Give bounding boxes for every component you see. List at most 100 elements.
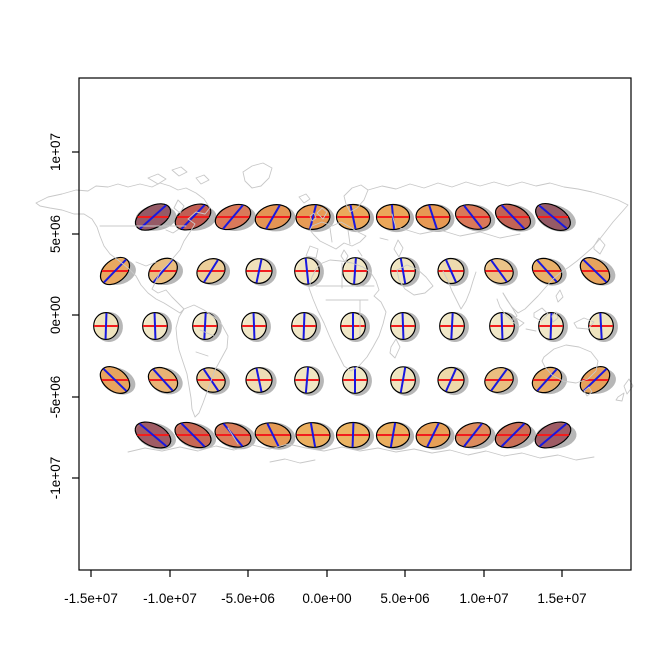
coastline xyxy=(511,317,525,328)
distortion-ellipse xyxy=(340,312,370,342)
coastline xyxy=(533,307,549,322)
distortion-ellipse xyxy=(294,257,324,287)
coastline xyxy=(343,184,369,213)
distortion-ellipse xyxy=(342,257,372,287)
x-tick-label: -1.5e+07 xyxy=(64,591,118,606)
blue-axis-line xyxy=(490,259,508,283)
y-tick-label: -5e+06 xyxy=(48,376,63,418)
coastline xyxy=(496,292,518,321)
blue-axis-line xyxy=(266,422,280,448)
distortion-ellipse xyxy=(134,421,176,450)
blue-axis-line xyxy=(450,312,454,340)
blue-axis-line xyxy=(203,259,219,283)
distortion-ellipse xyxy=(174,421,217,450)
blue-axis-line xyxy=(501,204,525,230)
coastline xyxy=(583,386,593,397)
coastline xyxy=(391,213,397,229)
distortion-ellipse xyxy=(245,258,277,286)
blue-axis-line xyxy=(152,368,174,392)
blue-axis-line xyxy=(463,422,483,448)
blue-axis-line xyxy=(445,368,457,392)
distortion-ellipse xyxy=(254,204,296,232)
distortion-ellipse xyxy=(134,203,177,231)
distortion-ellipse xyxy=(375,203,415,233)
distortion-ellipse xyxy=(531,366,568,395)
coastline xyxy=(242,162,273,189)
blue-axis-line xyxy=(599,312,603,340)
distortion-ellipse xyxy=(142,312,172,342)
coastline xyxy=(147,173,167,185)
blue-axis-line xyxy=(351,422,355,448)
blue-axis-line xyxy=(304,258,310,284)
blue-axis-line xyxy=(302,312,306,340)
blue-axis-line xyxy=(389,422,397,448)
distortion-ellipse xyxy=(390,257,420,287)
coastline xyxy=(593,237,606,255)
distortion-ellipse xyxy=(437,257,469,287)
coastline xyxy=(555,289,564,303)
distortion-ellipse xyxy=(335,421,375,451)
distortion-ellipse xyxy=(214,203,257,231)
coastline xyxy=(389,338,401,359)
coastline xyxy=(573,317,595,330)
blue-axis-line xyxy=(353,258,357,284)
coastline xyxy=(615,392,625,402)
y-tick-label: 0e+00 xyxy=(48,296,63,334)
distortion-ellipse xyxy=(294,366,324,396)
x-tick-label: 1.5e+07 xyxy=(537,591,586,606)
x-tick-label: 5.0e+06 xyxy=(380,591,429,606)
blue-axis-line xyxy=(538,204,568,230)
distortion-ellipse xyxy=(390,366,420,396)
blue-axis-line xyxy=(549,312,553,340)
blue-axis-line xyxy=(401,312,405,340)
x-tick-label: 1.0e+07 xyxy=(459,591,508,606)
blue-axis-line xyxy=(582,259,608,283)
blue-axis-line xyxy=(252,312,256,340)
blue-axis-line xyxy=(304,367,310,393)
blue-axis-line xyxy=(463,204,483,230)
axes: -1.5e+07 -1.0e+07 -5.0e+06 0.0e+00 5.0e+06 1.… xyxy=(48,77,632,606)
coastline xyxy=(298,193,311,204)
distortion-ellipse xyxy=(439,312,469,342)
coastline xyxy=(135,261,157,267)
distortion-ellipse xyxy=(148,257,184,286)
distortion-ellipse xyxy=(192,312,222,342)
coastline xyxy=(173,199,185,214)
distortion-ellipse xyxy=(454,204,496,232)
distortion-ellipse xyxy=(196,367,230,395)
coastline xyxy=(309,212,317,222)
distortion-ellipse xyxy=(534,421,577,449)
blue-axis-line xyxy=(582,368,608,392)
distortion-ellipse xyxy=(484,367,519,395)
coastline xyxy=(367,181,629,314)
world-map-outlines xyxy=(35,162,634,464)
distortion-ellipse xyxy=(295,204,335,232)
distortion-ellipse xyxy=(295,421,335,451)
distortion-ellipse xyxy=(147,366,183,395)
distortion-ellipse xyxy=(415,203,455,233)
distortion-ellipse xyxy=(99,366,136,395)
distortion-ellipse xyxy=(415,421,455,450)
y-tick-label: 5e+06 xyxy=(48,215,63,253)
distortion-ellipse xyxy=(484,258,518,286)
coastline xyxy=(309,221,367,250)
coastline xyxy=(551,311,559,323)
distortion-ellipse xyxy=(99,256,136,286)
coastline xyxy=(396,264,434,296)
distortion-ellipse xyxy=(93,312,123,342)
blue-axis-line xyxy=(138,423,168,447)
blue-axis-line xyxy=(222,204,244,230)
coastline xyxy=(379,237,389,241)
coastline xyxy=(357,249,363,257)
blue-axis-line xyxy=(153,312,157,340)
blue-axis-line xyxy=(349,204,357,230)
blue-axis-line xyxy=(399,258,407,284)
distortion-ellipse xyxy=(245,367,277,395)
blue-axis-line xyxy=(139,204,167,230)
distortion-ellipse xyxy=(196,258,231,286)
distortion-ellipse xyxy=(588,312,618,342)
coastline xyxy=(347,229,351,245)
coastline xyxy=(305,245,319,259)
coastline xyxy=(227,427,239,445)
